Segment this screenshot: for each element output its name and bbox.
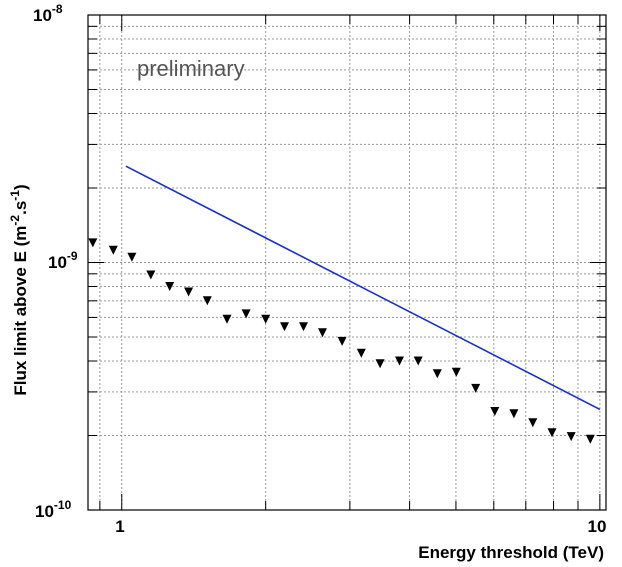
data-point-triangle	[108, 245, 118, 255]
data-point-triangle	[375, 359, 385, 369]
data-point-triangle	[261, 314, 271, 324]
data-point-triangle	[88, 238, 98, 248]
data-point-triangle	[202, 296, 212, 306]
x-axis-title: Energy threshold (TeV)	[418, 543, 604, 562]
data-point-triangle	[413, 356, 423, 366]
x-tick-label-10: 10	[588, 517, 607, 536]
limit-line	[125, 165, 601, 411]
data-point-triangle	[165, 282, 175, 291]
data-point-triangle	[280, 322, 289, 332]
data-point-triangle	[146, 270, 156, 280]
data-point-triangle	[566, 432, 576, 442]
data-point-triangle	[241, 309, 251, 319]
data-series	[88, 165, 601, 444]
y-tick-label-1e-9: 10-9	[48, 249, 78, 272]
data-point-triangle	[509, 409, 519, 419]
axis-ticks	[88, 14, 606, 511]
data-point-triangle	[337, 336, 347, 346]
preliminary-annotation: preliminary	[137, 56, 245, 81]
data-point-triangle	[451, 367, 461, 377]
data-point-triangle	[432, 369, 442, 379]
data-point-triangle	[490, 407, 500, 416]
data-point-triangle	[318, 328, 327, 338]
data-point-triangle	[395, 356, 404, 366]
grid	[88, 14, 606, 511]
data-point-triangle	[184, 287, 194, 297]
data-point-triangle	[356, 348, 366, 358]
data-point-triangle	[547, 428, 557, 438]
data-point-triangle	[471, 383, 481, 393]
data-point-triangle	[528, 418, 538, 428]
y-tick-label-1e-8: 10-8	[33, 2, 63, 25]
data-point-triangle	[222, 314, 232, 324]
data-point-triangle	[585, 434, 595, 444]
data-point-triangle	[299, 322, 308, 332]
y-tick-label-1e-10: 10-10	[35, 498, 72, 521]
x-tick-label-1: 1	[115, 517, 124, 536]
y-axis-title: Flux limit above E (m-2.s-1)	[8, 184, 30, 395]
data-point-triangle	[127, 252, 137, 262]
